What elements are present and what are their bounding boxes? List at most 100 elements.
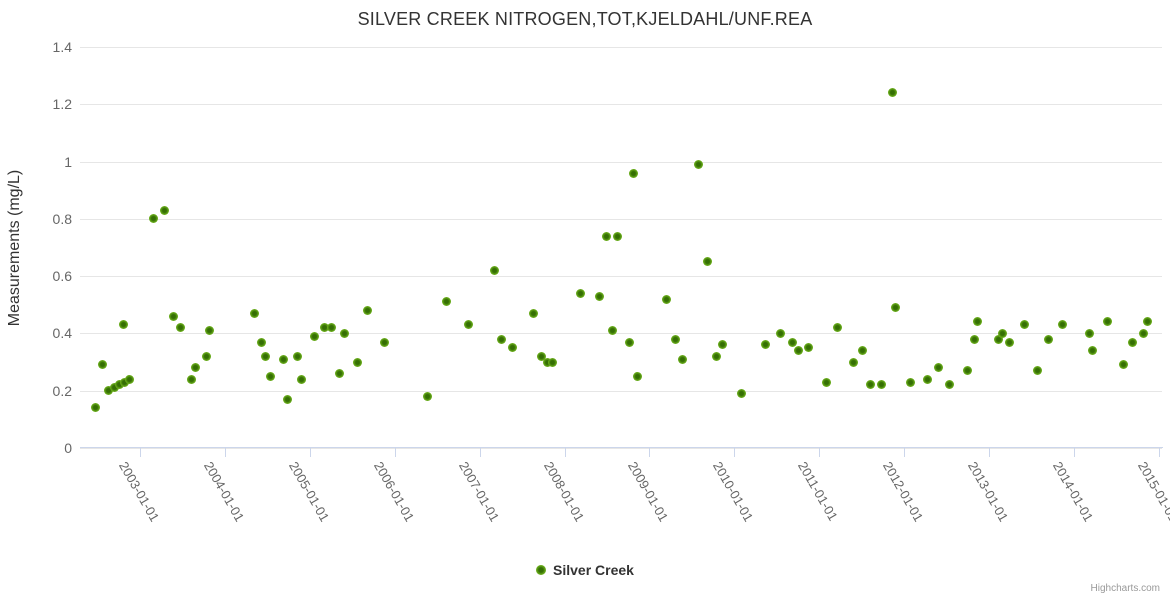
data-point[interactable] (794, 346, 804, 356)
data-point[interactable] (822, 377, 832, 387)
data-point[interactable] (1127, 337, 1137, 347)
data-point[interactable] (497, 334, 507, 344)
data-point[interactable] (934, 363, 944, 373)
x-axis-tick (309, 447, 311, 457)
data-point[interactable] (352, 357, 362, 367)
data-point[interactable] (256, 337, 266, 347)
y-gridline (80, 104, 1162, 106)
data-point[interactable] (115, 380, 125, 390)
legend-item-silver-creek[interactable]: Silver Creek (536, 562, 634, 578)
data-point[interactable] (98, 360, 108, 370)
data-point[interactable] (489, 265, 499, 275)
data-point[interactable] (335, 369, 344, 379)
data-point[interactable] (537, 351, 547, 361)
data-point[interactable] (250, 308, 260, 318)
credits-link[interactable]: Highcharts.com (1090, 583, 1160, 594)
data-point[interactable] (671, 334, 681, 344)
data-point[interactable] (205, 326, 215, 336)
data-point[interactable] (1139, 328, 1149, 338)
data-point[interactable] (293, 351, 303, 361)
data-point[interactable] (594, 291, 604, 301)
data-point[interactable] (628, 168, 638, 178)
data-point[interactable] (543, 357, 553, 367)
data-point[interactable] (973, 317, 983, 327)
data-point[interactable] (624, 337, 634, 347)
data-point[interactable] (1088, 346, 1098, 356)
data-point[interactable] (703, 257, 713, 267)
data-point[interactable] (970, 334, 980, 344)
data-point[interactable] (340, 328, 350, 338)
data-point[interactable] (508, 343, 518, 353)
data-point[interactable] (120, 377, 130, 387)
data-point[interactable] (945, 380, 955, 390)
data-point[interactable] (266, 371, 276, 381)
data-point[interactable] (993, 334, 1003, 344)
data-point[interactable] (678, 354, 687, 364)
data-point[interactable] (548, 357, 558, 367)
data-point[interactable] (160, 205, 170, 215)
data-point[interactable] (1004, 337, 1014, 347)
data-point[interactable] (891, 303, 901, 313)
data-point[interactable] (923, 374, 933, 384)
data-point[interactable] (576, 288, 586, 298)
data-point[interactable] (761, 340, 771, 350)
data-point[interactable] (190, 363, 200, 373)
data-point[interactable] (309, 331, 319, 341)
data-point[interactable] (848, 357, 858, 367)
data-point[interactable] (601, 231, 611, 241)
data-point[interactable] (737, 389, 747, 399)
data-point[interactable] (104, 386, 114, 396)
data-point[interactable] (90, 403, 100, 413)
data-point[interactable] (1103, 317, 1113, 327)
data-point[interactable] (110, 383, 120, 393)
data-point[interactable] (1084, 328, 1094, 338)
data-point[interactable] (887, 88, 897, 98)
data-point[interactable] (296, 374, 306, 384)
data-point[interactable] (201, 351, 211, 361)
data-point[interactable] (168, 311, 178, 321)
data-point[interactable] (319, 323, 329, 333)
data-point[interactable] (717, 340, 727, 350)
data-point[interactable] (803, 343, 813, 353)
data-point[interactable] (1143, 317, 1153, 327)
data-point[interactable] (866, 380, 876, 390)
data-point[interactable] (905, 377, 915, 387)
data-point[interactable] (1058, 320, 1068, 330)
data-point[interactable] (1043, 334, 1053, 344)
data-point[interactable] (776, 328, 786, 338)
data-point[interactable] (464, 320, 474, 330)
x-axis-tick (564, 447, 566, 457)
data-point[interactable] (283, 394, 293, 404)
data-point[interactable] (441, 297, 451, 307)
data-point[interactable] (876, 380, 886, 390)
data-point[interactable] (607, 326, 617, 336)
data-point[interactable] (326, 323, 336, 333)
data-point[interactable] (711, 351, 721, 361)
x-axis-tick-label: 2007-01-01 (455, 459, 502, 525)
data-point[interactable] (380, 337, 389, 347)
data-point[interactable] (363, 306, 373, 315)
data-point[interactable] (187, 374, 197, 384)
data-point[interactable] (694, 159, 704, 169)
data-point[interactable] (176, 323, 186, 333)
data-point[interactable] (998, 328, 1008, 338)
legend-label: Silver Creek (553, 562, 634, 578)
data-point[interactable] (1118, 360, 1128, 370)
data-point[interactable] (149, 214, 159, 224)
data-point[interactable] (661, 294, 671, 304)
y-axis-tick-label: 0.2 (52, 382, 72, 399)
data-point[interactable] (278, 354, 288, 364)
data-point[interactable] (613, 231, 623, 241)
data-point[interactable] (1020, 320, 1030, 330)
data-point[interactable] (125, 374, 135, 384)
data-point[interactable] (963, 366, 973, 376)
data-point[interactable] (261, 351, 271, 361)
data-point[interactable] (118, 320, 128, 330)
data-point[interactable] (1032, 366, 1042, 376)
data-point[interactable] (787, 337, 797, 347)
data-point[interactable] (832, 323, 842, 333)
data-point[interactable] (423, 391, 433, 401)
data-point[interactable] (529, 308, 539, 318)
data-point[interactable] (857, 346, 867, 356)
data-point[interactable] (633, 371, 642, 381)
